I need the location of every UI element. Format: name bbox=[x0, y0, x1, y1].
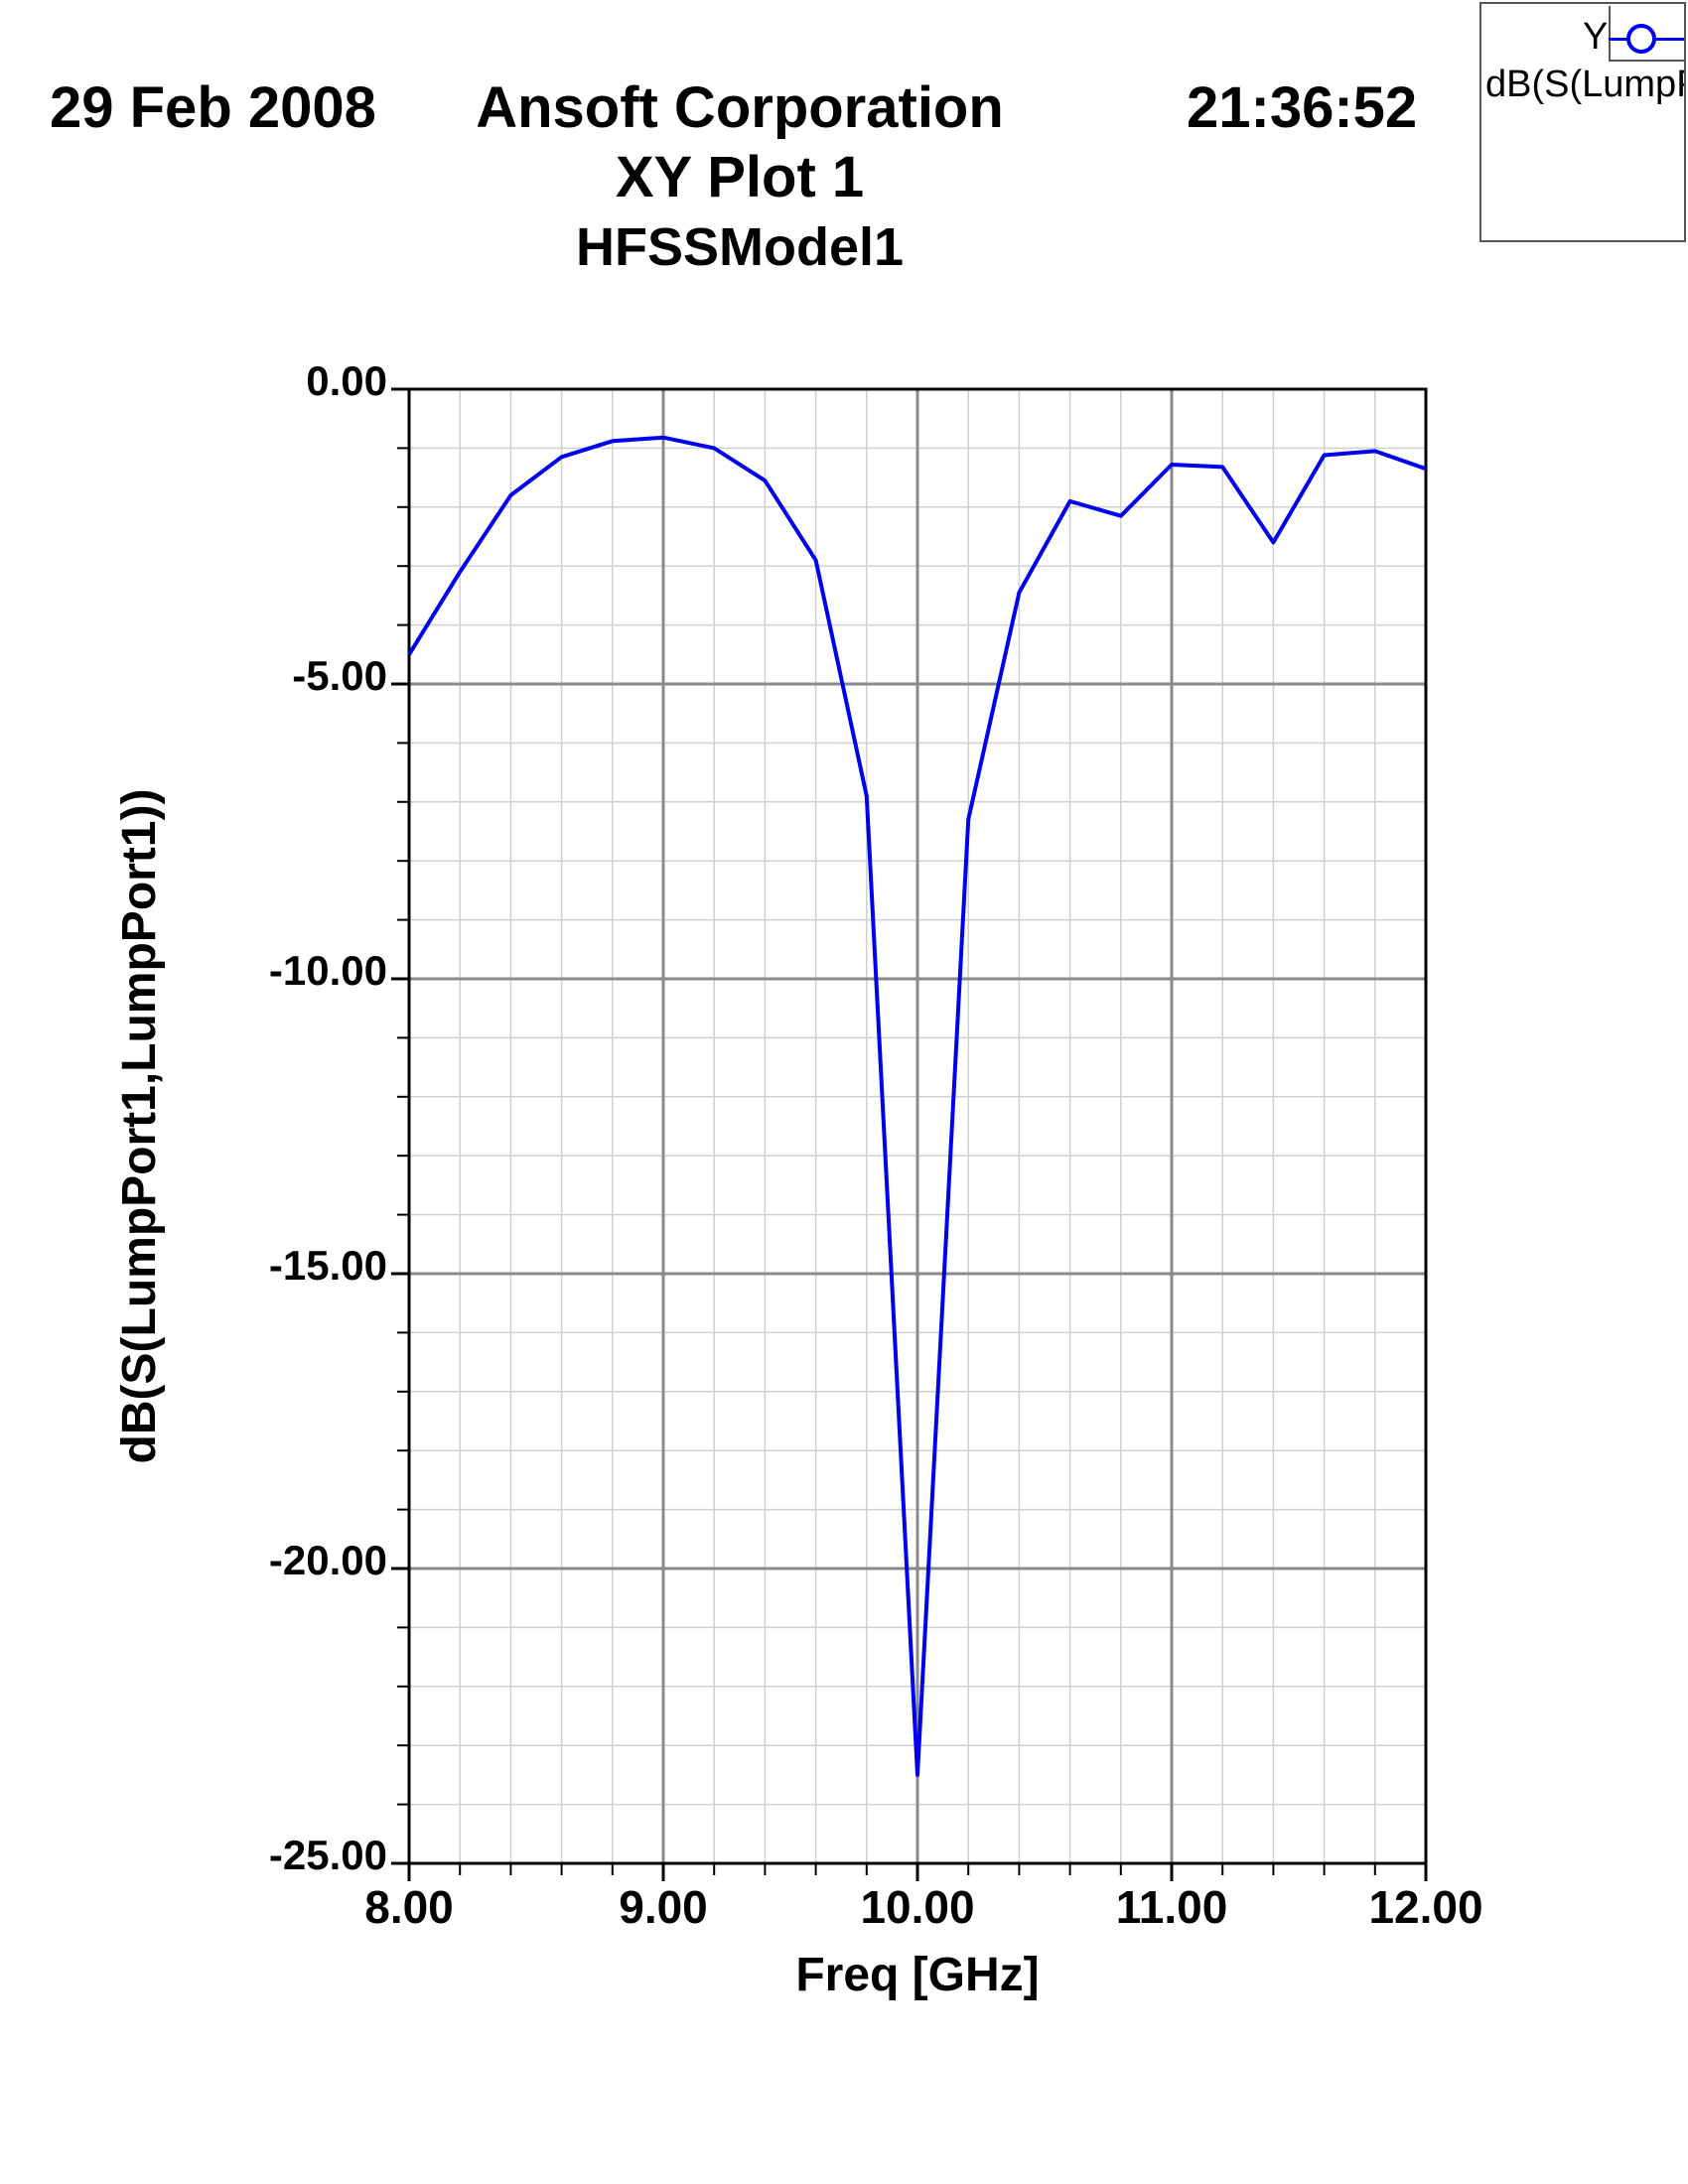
x-tick-label: 11.00 bbox=[1116, 1881, 1228, 1933]
y-tick-label: -5.00 bbox=[292, 652, 387, 699]
chart-frame bbox=[407, 387, 1428, 1865]
legend-axis-label: Y bbox=[1583, 16, 1609, 58]
legend-series-label: dB(S(LumpPort1,LumpPort1)) bbox=[1485, 64, 1684, 105]
plot-frame bbox=[407, 387, 1428, 1865]
y-tick-labels: 0.00 -5.00 -10.00 -15.00 -20.00 -25.00 bbox=[269, 357, 387, 1878]
y-tick-label: -10.00 bbox=[269, 947, 387, 994]
y-tick-label: -20.00 bbox=[269, 1537, 387, 1583]
legend-swatch-box bbox=[1609, 6, 1684, 62]
x-tick-label: 9.00 bbox=[619, 1881, 708, 1933]
plot-title: XY Plot 1 bbox=[615, 145, 865, 209]
chart-grid bbox=[391, 387, 1428, 1881]
series-line bbox=[407, 435, 1427, 1777]
y-tick-label: -15.00 bbox=[269, 1242, 387, 1289]
chart-series bbox=[407, 435, 1427, 1777]
y-tick-label: 0.00 bbox=[306, 357, 387, 404]
model-name: HFSSModel1 bbox=[575, 217, 905, 277]
header-company: Ansoft Corporation bbox=[476, 75, 1004, 140]
header-date: 29 Feb 2008 bbox=[50, 75, 376, 140]
legend-circle-marker-icon bbox=[1626, 24, 1656, 54]
x-tick-label: 10.00 bbox=[860, 1881, 974, 1933]
y-axis-label: dB(S(LumpPort1,LumpPort1)) bbox=[113, 789, 166, 1464]
y-tick-label: -25.00 bbox=[269, 1832, 387, 1878]
x-axis-label: Freq [GHz] bbox=[795, 1949, 1039, 2001]
legend[interactable]: Y dB(S(LumpPort1,LumpPort1)) bbox=[1479, 2, 1686, 242]
x-tick-label: 12.00 bbox=[1368, 1881, 1482, 1933]
x-tick-label: 8.00 bbox=[364, 1881, 454, 1933]
header-time: 21:36:52 bbox=[1187, 75, 1418, 140]
x-tick-labels: 8.00 9.00 10.00 11.00 12.00 bbox=[364, 1881, 1482, 1933]
